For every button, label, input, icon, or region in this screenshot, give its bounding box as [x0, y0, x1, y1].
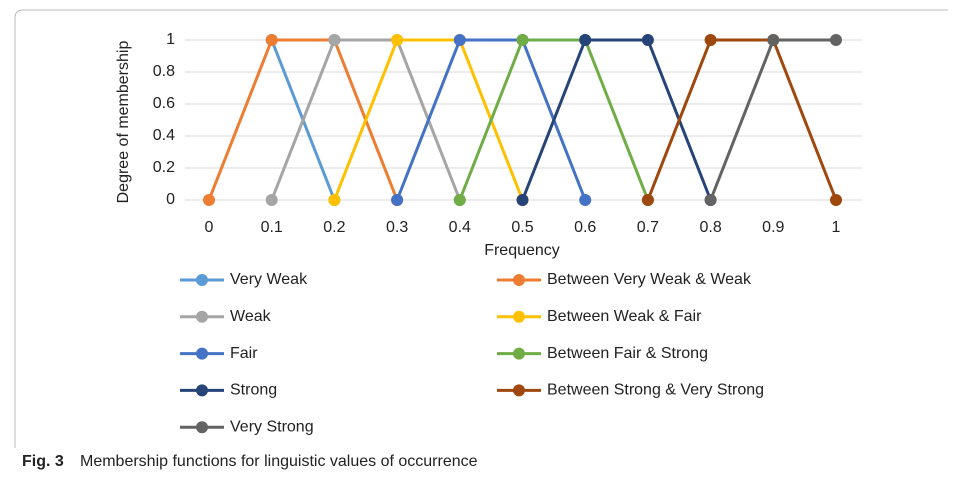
x-tick-label: 0	[205, 219, 214, 236]
frame	[14, 9, 948, 448]
point	[391, 34, 404, 46]
point	[704, 34, 717, 46]
series-line	[646, 38, 838, 201]
point	[265, 34, 278, 46]
legend-label: Between Very Weak & Weak	[547, 271, 752, 288]
legend-label: Very Weak	[230, 271, 308, 288]
x-tick-label: 1	[832, 219, 841, 236]
x-tick-label: 0.5	[511, 219, 533, 236]
legend-marker	[513, 274, 525, 286]
point	[516, 34, 529, 46]
caption-label: Fig. 3	[22, 453, 64, 470]
caption: Membership functions for linguistic valu…	[80, 453, 478, 470]
legend-marker	[196, 347, 208, 360]
legend-marker	[196, 310, 208, 323]
point	[767, 34, 780, 46]
point	[579, 194, 592, 206]
legend-marker	[196, 421, 208, 434]
point	[641, 194, 654, 206]
y-tick-label: 1	[166, 31, 175, 48]
legend-label: Fair	[230, 345, 258, 362]
point	[328, 194, 341, 206]
point	[579, 34, 592, 46]
point	[203, 194, 215, 206]
y-axis-label: Degree of membership	[115, 41, 132, 204]
point	[265, 194, 278, 206]
point	[830, 194, 842, 206]
x-tick-label: 0.8	[699, 219, 721, 236]
x-tick-label: 0.6	[574, 219, 596, 236]
series-line	[709, 38, 836, 201]
legend-label: Weak	[230, 308, 272, 325]
point	[830, 34, 842, 46]
legend-label: Between Strong & Very Strong	[547, 382, 764, 399]
x-tick-label: 0.3	[386, 219, 408, 236]
point	[453, 194, 466, 206]
y-tick-label: 0.2	[153, 159, 175, 176]
point	[641, 34, 654, 46]
legend-label: Between Fair & Strong	[547, 345, 708, 362]
x-tick-label: 0.2	[323, 219, 345, 236]
y-tick-label: 0.8	[153, 63, 175, 80]
legend-label: Very Strong	[230, 418, 314, 435]
y-tick-label: 0.4	[153, 127, 175, 144]
x-axis-label: Frequency	[484, 242, 560, 259]
legend-label: Strong	[230, 382, 277, 399]
x-tick-label: 0.1	[261, 219, 283, 236]
y-tick-label: 0.6	[153, 95, 175, 112]
legend-label: Between Weak & Fair	[547, 308, 702, 325]
y-tick-label: 0	[166, 191, 175, 208]
x-tick-label: 0.7	[637, 219, 659, 236]
x-tick-label: 0.9	[762, 219, 784, 236]
legend-marker	[513, 347, 525, 360]
point	[391, 194, 404, 206]
legend-marker	[196, 384, 208, 397]
point	[328, 34, 341, 46]
x-tick-label: 0.4	[449, 219, 471, 236]
legend-marker	[513, 384, 525, 397]
point	[704, 194, 717, 206]
series-line	[458, 38, 650, 201]
legend-marker	[513, 310, 525, 323]
legend-marker	[196, 274, 208, 286]
point	[516, 194, 529, 206]
point	[453, 34, 466, 46]
